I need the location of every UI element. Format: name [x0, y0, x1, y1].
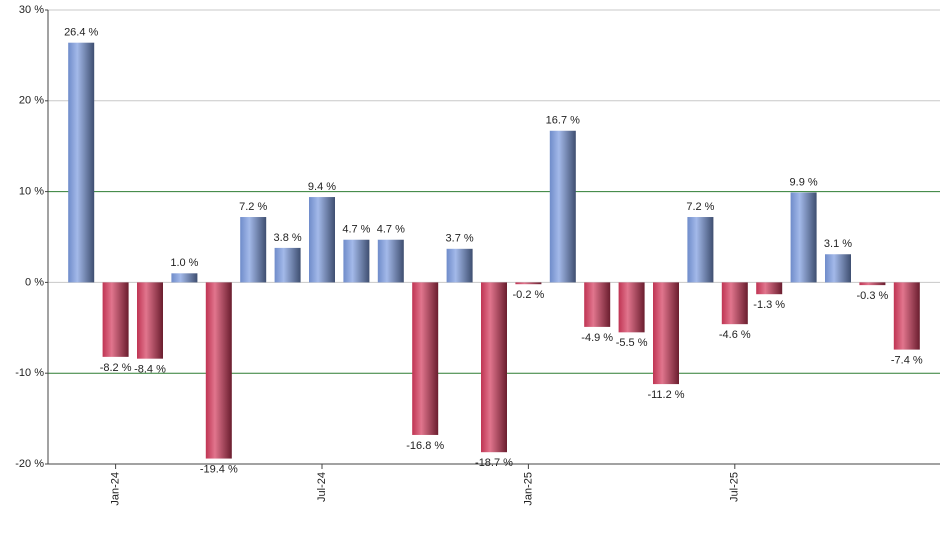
bar	[687, 217, 714, 283]
x-tick-label: Jul-24	[316, 472, 328, 502]
value-label: 9.9 %	[790, 176, 818, 188]
bar	[274, 247, 301, 283]
bar	[240, 217, 267, 283]
value-label: 9.4 %	[308, 181, 336, 193]
bar	[549, 130, 576, 283]
value-label: -0.3 %	[857, 290, 889, 302]
value-label: -0.2 %	[513, 289, 545, 301]
bar	[790, 192, 817, 283]
value-label: 4.7 %	[342, 224, 370, 236]
bar	[584, 282, 611, 327]
y-tick-label: 10 %	[19, 186, 44, 198]
value-label: -1.3 %	[753, 299, 785, 311]
bar	[515, 282, 542, 285]
y-tick-label: -20 %	[15, 458, 44, 470]
value-label: -4.6 %	[719, 329, 751, 341]
value-label: 3.8 %	[274, 232, 302, 244]
bar	[171, 273, 198, 283]
value-label: 7.2 %	[686, 201, 714, 213]
value-label: -19.4 %	[200, 463, 238, 475]
value-label: -4.9 %	[581, 332, 613, 344]
value-label: -5.5 %	[616, 337, 648, 349]
bar	[102, 282, 129, 357]
value-label: 3.7 %	[446, 233, 474, 245]
x-tick-label: Jan-25	[522, 472, 534, 506]
value-label: -8.4 %	[134, 364, 166, 376]
bar	[446, 248, 473, 283]
value-label: 3.1 %	[824, 238, 852, 250]
y-tick-label: 30 %	[19, 4, 44, 16]
bar	[653, 282, 679, 385]
bar	[859, 282, 886, 286]
y-tick-label: 0 %	[25, 276, 44, 288]
bar	[377, 239, 404, 283]
x-tick-label: Jan-24	[110, 472, 122, 506]
y-tick-label: -10 %	[15, 367, 44, 379]
y-tick-label: 20 %	[19, 95, 44, 107]
value-label: -18.7 %	[475, 457, 513, 469]
value-label: 4.7 %	[377, 224, 405, 236]
value-label: 7.2 %	[239, 201, 267, 213]
bar	[309, 197, 335, 283]
value-label: 1.0 %	[170, 257, 198, 269]
bar	[412, 282, 439, 435]
value-label: -11.2 %	[647, 389, 684, 401]
value-label: -7.4 %	[891, 354, 923, 366]
x-tick-label: Jul-25	[729, 472, 741, 502]
bar	[343, 239, 370, 283]
bar	[205, 282, 232, 459]
value-label: -8.2 %	[100, 362, 132, 374]
bar	[825, 254, 851, 283]
value-label: 26.4 %	[64, 27, 98, 39]
value-label: -16.8 %	[406, 440, 444, 452]
bar	[481, 282, 507, 453]
value-label: 16.7 %	[546, 115, 580, 127]
bar	[756, 282, 783, 295]
bar	[893, 282, 920, 350]
bar	[137, 282, 163, 359]
bar	[618, 282, 645, 333]
bar	[68, 42, 95, 283]
bar	[721, 282, 748, 325]
